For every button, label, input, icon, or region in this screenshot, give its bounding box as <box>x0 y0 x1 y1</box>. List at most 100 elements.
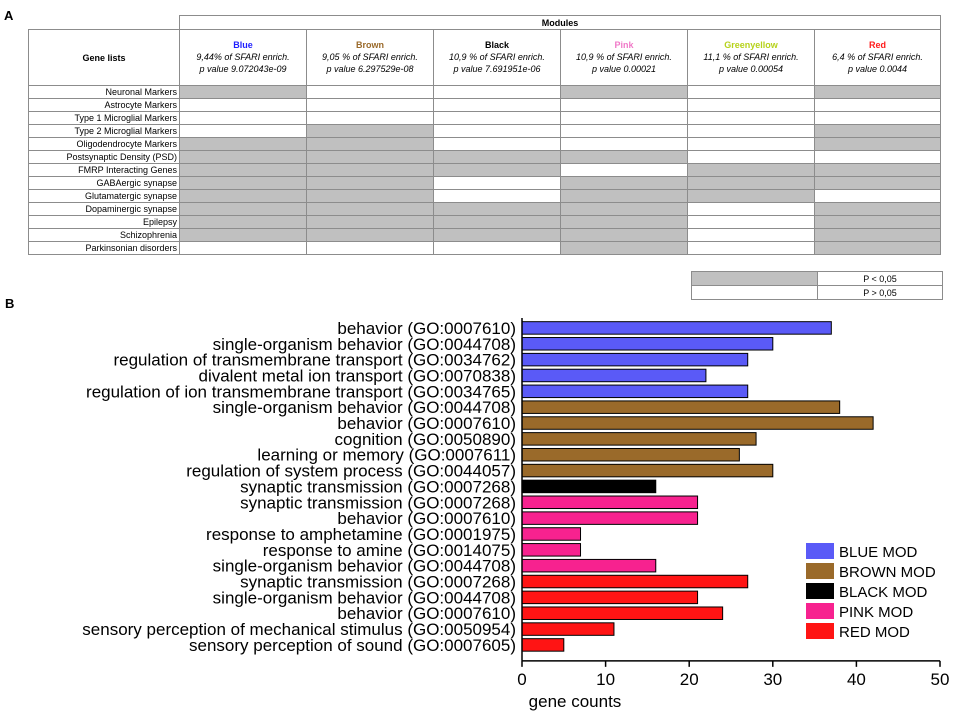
significant-cell <box>560 176 688 190</box>
panel-a-label: A <box>4 8 14 23</box>
module-enrichment: 9,05 % of SFARI enrich. <box>322 52 418 62</box>
non-significant-cell <box>814 111 941 125</box>
table-row: Epilepsy <box>28 215 941 229</box>
module-name: Pink <box>614 40 634 50</box>
modules-title: Modules <box>179 15 941 30</box>
bar <box>521 384 749 399</box>
legend-swatch <box>806 563 834 579</box>
non-significant-cell <box>433 176 561 190</box>
enrichment-table: Modules Gene lists Blue 9,44% of SFARI en… <box>28 15 941 255</box>
x-tick-label: 30 <box>763 670 782 689</box>
significant-cell <box>433 150 561 164</box>
non-significant-cell <box>687 215 815 229</box>
table-row: Type 1 Microglial Markers <box>28 111 941 125</box>
non-significant-cell <box>560 163 688 177</box>
non-significant-cell <box>687 85 815 99</box>
significant-cell <box>179 189 307 203</box>
gene-list-label: FMRP Interacting Genes <box>28 163 180 177</box>
non-significant-cell <box>306 111 434 125</box>
bar <box>521 416 874 430</box>
x-tick-label: 10 <box>596 670 615 689</box>
module-pvalue: p value 7.691951e-06 <box>453 64 541 74</box>
gene-list-label: Glutamatergic synapse <box>28 189 180 203</box>
significant-cell <box>560 85 688 99</box>
significant-cell <box>814 176 941 190</box>
significant-cell <box>306 202 434 216</box>
key-swatch <box>691 271 818 286</box>
table-row: Postsynaptic Density (PSD) <box>28 150 941 164</box>
significant-cell <box>814 202 941 216</box>
category-label: regulation of transmembrane transport (G… <box>113 351 516 370</box>
non-significant-cell <box>687 124 815 138</box>
module-pvalue: p value 0.00021 <box>591 64 657 74</box>
significant-cell <box>179 150 307 164</box>
table-row: Oligodendrocyte Markers <box>28 137 941 151</box>
gene-list-label: Type 1 Microglial Markers <box>28 111 180 125</box>
go-enrichment-chart: B behavior (GO:0007610)single-organism b… <box>5 296 949 711</box>
table-row: GABAergic synapse <box>28 176 941 190</box>
bar <box>521 400 841 414</box>
module-header-greenyellow: Greenyellow 11,1 % of SFARI enrich. p valu… <box>687 29 815 86</box>
bar <box>521 574 749 589</box>
key-swatch <box>691 285 818 300</box>
non-significant-cell <box>433 241 561 255</box>
panel-b-label: B <box>5 296 14 311</box>
bar <box>521 479 657 494</box>
significant-cell <box>814 228 941 242</box>
module-header-red: Red 6,4 % of SFARI enrich. p value 0.0044 <box>814 29 941 86</box>
gene-list-label: Postsynaptic Density (PSD) <box>28 150 180 164</box>
table-row: FMRP Interacting Genes <box>28 163 941 177</box>
gene-list-label: Parkinsonian disorders <box>28 241 180 255</box>
bar <box>521 432 757 446</box>
category-label: sensory perception of mechanical stimulu… <box>82 620 516 639</box>
legend-swatch <box>806 603 834 619</box>
table-row: Neuronal Markers <box>28 85 941 99</box>
non-significant-cell <box>433 98 561 112</box>
table-row: Parkinsonian disorders <box>28 241 941 255</box>
bar <box>521 606 724 620</box>
significant-cell <box>179 163 307 177</box>
category-label: single-organism behavior (GO:0044708) <box>213 398 516 417</box>
bar <box>521 511 699 525</box>
module-enrichment: 10,9 % of SFARI enrich. <box>449 52 545 62</box>
non-significant-cell <box>687 98 815 112</box>
significant-cell <box>306 150 434 164</box>
module-header-pink: Pink 10,9 % of SFARI enrich. p value 0.000… <box>560 29 688 86</box>
key-row: P < 0,05 <box>691 271 943 286</box>
category-label: synaptic transmission (GO:0007268) <box>240 493 516 512</box>
significant-cell <box>814 241 941 255</box>
table-corner <box>28 15 180 30</box>
non-significant-cell <box>687 137 815 151</box>
significant-cell <box>306 215 434 229</box>
bar <box>521 352 749 367</box>
significant-cell <box>814 124 941 138</box>
category-label: behavior (GO:0007610) <box>337 319 516 338</box>
non-significant-cell <box>687 111 815 125</box>
non-significant-cell <box>560 98 688 112</box>
module-pvalue: p value 0.0044 <box>847 64 908 74</box>
category-label: single-organism behavior (GO:0044708) <box>213 588 516 607</box>
key-label: P > 0,05 <box>817 285 943 300</box>
legend-label: RED MOD <box>839 624 910 641</box>
module-enrichment: 10,9 % of SFARI enrich. <box>576 52 672 62</box>
significant-cell <box>814 215 941 229</box>
bar <box>521 495 699 510</box>
significant-cell <box>306 163 434 177</box>
table-row: Dopaminergic synapse <box>28 202 941 216</box>
table-row: Astrocyte Markers <box>28 98 941 112</box>
category-label: response to amphetamine (GO:0001975) <box>206 525 516 544</box>
legend-swatch <box>806 623 834 639</box>
non-significant-cell <box>814 98 941 112</box>
significant-cell <box>306 228 434 242</box>
module-enrichment: 9,44% of SFARI enrich. <box>196 52 290 62</box>
non-significant-cell <box>560 137 688 151</box>
significant-cell <box>560 202 688 216</box>
gene-list-label: Epilepsy <box>28 215 180 229</box>
category-label: regulation of ion transmembrane transpor… <box>86 382 516 401</box>
panel-a: A Modules Gene lists Blue 9,44% of SFARI … <box>0 0 964 300</box>
category-label: regulation of system process (GO:0044057… <box>186 462 516 481</box>
bar <box>521 463 774 478</box>
significant-cell <box>433 163 561 177</box>
significant-cell <box>687 189 815 203</box>
category-label: behavior (GO:0007610) <box>337 604 516 623</box>
